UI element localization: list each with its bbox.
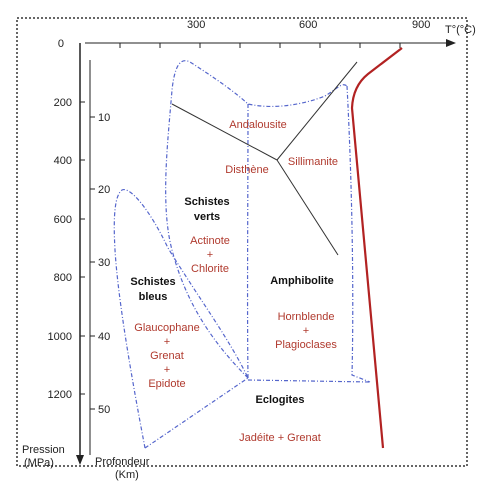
amphibolite-label: Amphibolite [270, 275, 334, 287]
disthene-sillimanite-line [276, 159, 339, 256]
hornblende-plus-label: + [303, 325, 309, 337]
depth-tick-50: 50 [98, 404, 110, 416]
eclogites-label: Eclogites [256, 394, 305, 406]
pressure-tick-1200: 1200 [48, 389, 72, 401]
pressure-axis-arrow [76, 455, 84, 465]
pressure-ticks [80, 101, 85, 395]
actinote-label: Actinote [190, 235, 230, 247]
depth-ticks [90, 116, 95, 410]
temperature-axis-label: T°(°C) [445, 24, 476, 36]
temperature-axis-arrow [446, 39, 456, 47]
depth-tick-40: 40 [98, 331, 110, 343]
schistes-bleus-eclogites-boundary [144, 377, 249, 449]
grenat-label: Grenat [150, 350, 184, 362]
depth-tick-20: 20 [98, 184, 110, 196]
temp-tick-300: 300 [187, 19, 205, 31]
plagioclases-label: Plagioclases [275, 339, 337, 351]
pressure-tick-600: 600 [54, 214, 72, 226]
pressure-tick-800: 800 [54, 272, 72, 284]
temperature-ticks [119, 43, 401, 48]
outer-border [16, 17, 468, 467]
epidote-label: Epidote [148, 378, 185, 390]
actinote-plus-label: + [207, 249, 213, 261]
depth-tick-10: 10 [98, 112, 110, 124]
temp-tick-900: 900 [412, 19, 430, 31]
sillimanite-label: Sillimanite [288, 156, 338, 168]
pressure-tick-1000: 1000 [48, 331, 72, 343]
grenat-plus-label: + [164, 364, 170, 376]
chlorite-label: Chlorite [191, 263, 229, 275]
temp-tick-600: 600 [299, 19, 317, 31]
glaucophane-plus-label: + [164, 336, 170, 348]
schistes-verts-label-line1: Schistes [184, 196, 229, 208]
schistes-bleus-boundary [113, 189, 249, 449]
melting-curve [350, 47, 403, 449]
disthene-label: Disthène [225, 164, 268, 176]
schistes-verts-boundary [165, 60, 348, 379]
glaucophane-label: Glaucophane [134, 322, 199, 334]
depth-axis-unit: (Km) [115, 469, 139, 481]
schistes-bleus-label-line1: Schistes [130, 276, 175, 288]
andalousite-sillimanite-line [276, 61, 358, 161]
andalousite-disthene-line [171, 103, 278, 161]
hornblende-label: Hornblende [278, 311, 335, 323]
pressure-tick-400: 400 [54, 155, 72, 167]
amphibolite-eclogites-boundary [247, 379, 371, 383]
jadeite-grenat-label: Jadéite + Grenat [239, 432, 321, 444]
schistes-verts-label-line2: verts [194, 211, 220, 223]
depth-axis-label: Profondeur [95, 456, 150, 468]
pressure-axis-label: Pression [22, 444, 65, 456]
andalousite-label: Andalousite [229, 119, 287, 131]
pressure-tick-0: 0 [58, 38, 64, 50]
amphibolite-right-boundary [346, 85, 371, 383]
pressure-tick-200: 200 [54, 97, 72, 109]
schistes-bleus-label-line2: bleus [139, 291, 168, 303]
pressure-axis-unit: (MPa) [24, 457, 54, 469]
depth-tick-30: 30 [98, 257, 110, 269]
